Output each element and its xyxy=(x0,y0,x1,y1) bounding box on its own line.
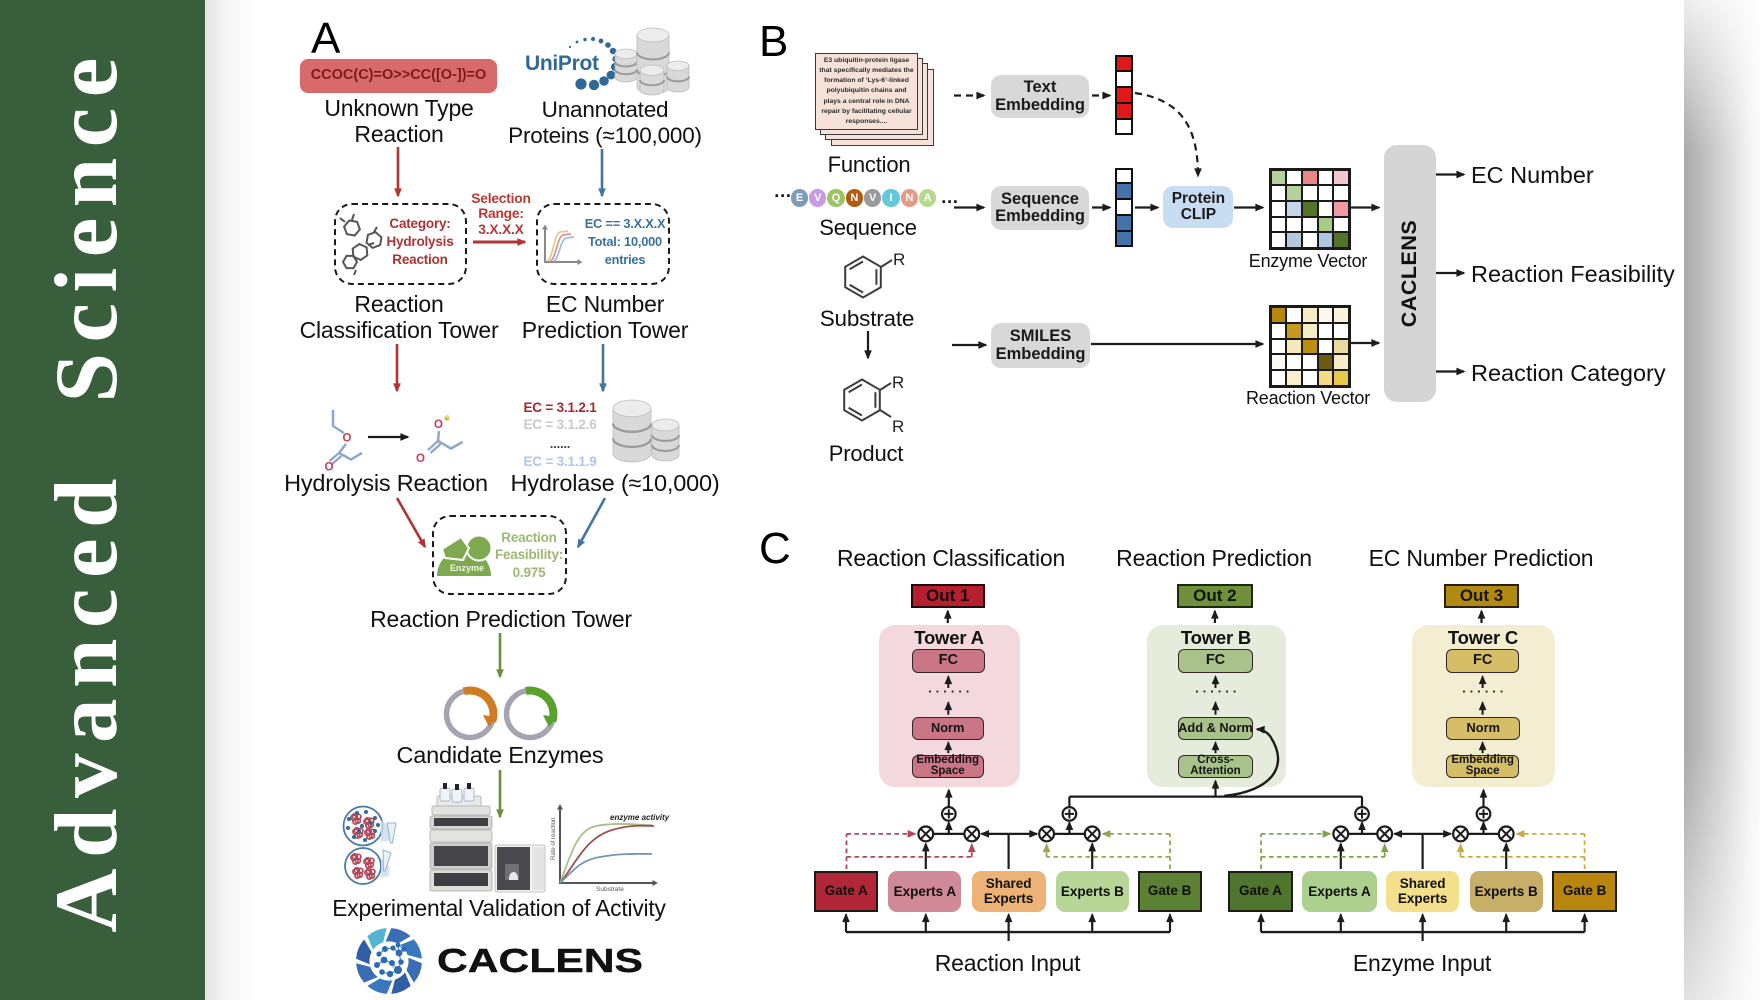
svg-text:CACLENS: CACLENS xyxy=(437,942,643,979)
svg-text:Rate of reaction: Rate of reaction xyxy=(551,818,557,860)
svg-text:O: O xyxy=(343,433,352,445)
svg-text:O: O xyxy=(434,419,443,431)
svg-text:O: O xyxy=(325,462,334,474)
svg-text:R: R xyxy=(893,250,905,269)
svg-text:R: R xyxy=(892,417,904,436)
svg-text:R: R xyxy=(892,373,904,392)
svg-text:Enzyme: Enzyme xyxy=(450,563,484,573)
svg-text:enzyme activity: enzyme activity xyxy=(610,813,670,822)
svg-text:−: − xyxy=(444,415,449,424)
svg-text:UniProt: UniProt xyxy=(525,52,599,75)
svg-text:Substrate: Substrate xyxy=(596,886,624,893)
svg-text:O: O xyxy=(416,453,425,465)
